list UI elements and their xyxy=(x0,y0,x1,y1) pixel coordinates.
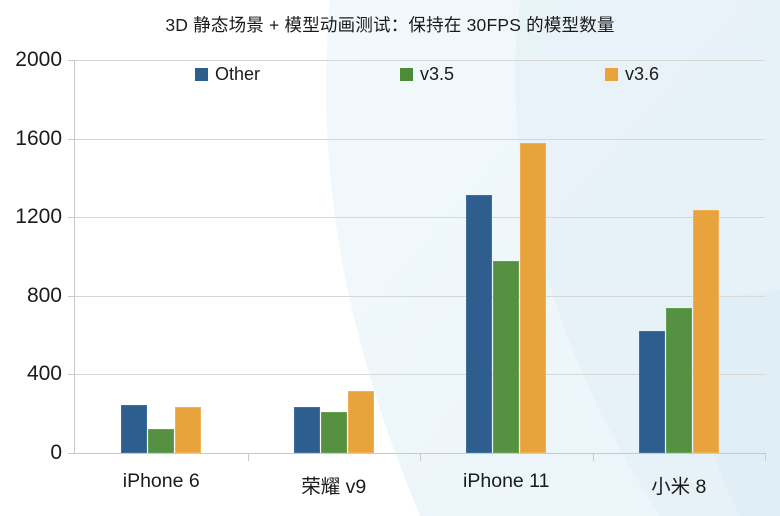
x-tick-label: iPhone 11 xyxy=(463,470,550,492)
y-tick-mark xyxy=(68,217,75,219)
bar-other-3 xyxy=(638,331,665,453)
legend-label: v3.5 xyxy=(420,64,455,84)
bar-other-1 xyxy=(293,406,320,453)
y-tick-label: 1600 xyxy=(15,126,62,150)
bar-v3-5-0 xyxy=(148,429,175,453)
bar-v3-6-3 xyxy=(692,210,719,453)
x-tick-label: iPhone 6 xyxy=(122,470,200,492)
category-separator xyxy=(765,453,766,461)
category-separator xyxy=(247,453,249,461)
y-tick-label: 2000 xyxy=(15,48,62,71)
bar-v3-5-1 xyxy=(320,411,347,453)
bar-v3-6-1 xyxy=(347,391,374,453)
y-tick-mark xyxy=(68,453,75,454)
gridline xyxy=(75,217,765,219)
bar-other-2 xyxy=(466,194,493,453)
legend-label: v3.6 xyxy=(625,64,660,84)
x-tick-label: 荣耀 v9 xyxy=(301,476,367,498)
bar-v3-5-3 xyxy=(665,307,692,453)
gridline xyxy=(75,295,765,297)
bar-v3-5-2 xyxy=(493,261,520,453)
bar-v3-6-0 xyxy=(175,406,202,453)
legend-swatch-icon xyxy=(605,68,618,81)
y-tick-mark xyxy=(68,138,75,140)
gridline xyxy=(75,138,765,140)
legend-item-v3-5[interactable]: v3.5 xyxy=(400,64,454,85)
chart-title: 3D 静态场景 + 模型动画测试：保持在 30FPS 的模型数量 xyxy=(165,15,615,35)
legend-item-v3-6[interactable]: v3.6 xyxy=(605,64,659,85)
y-tick-label: 400 xyxy=(26,362,62,386)
chart-legend: Other v3.5 v3.6 xyxy=(75,64,765,88)
legend-swatch-icon xyxy=(400,68,413,81)
gridline xyxy=(75,60,765,61)
category-separator xyxy=(592,453,594,461)
gridline xyxy=(75,374,765,376)
y-axis-line xyxy=(74,60,75,453)
y-tick-mark xyxy=(68,60,75,61)
y-tick-label: 800 xyxy=(26,283,62,307)
bar-other-0 xyxy=(121,404,148,453)
x-tick-label: 小米 8 xyxy=(651,476,707,498)
y-tick-mark xyxy=(68,295,75,297)
y-tick-label: 1200 xyxy=(15,205,62,229)
plot-area xyxy=(68,60,766,461)
category-separator xyxy=(420,453,421,461)
legend-label: Other xyxy=(215,64,261,84)
bar-v3-6-2 xyxy=(520,142,547,453)
y-tick-mark xyxy=(68,374,75,376)
y-tick-label: 0 xyxy=(50,441,62,464)
legend-item-other[interactable]: Other xyxy=(195,64,260,85)
legend-swatch-icon xyxy=(195,68,208,81)
